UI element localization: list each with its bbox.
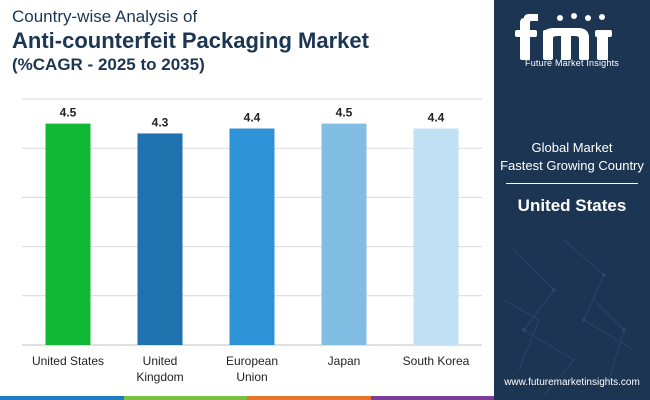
- data-label: 4.5: [60, 106, 77, 120]
- bar: [45, 123, 91, 345]
- data-label: 4.4: [244, 111, 261, 125]
- bar-chart: 4.5 United States 4.3 United Kingdom 4.4 Europ…: [22, 98, 482, 384]
- x-tick-label: European: [226, 354, 278, 368]
- data-label: 4.4: [428, 111, 445, 125]
- website-url: www.futuremarketinsights.com: [504, 377, 640, 388]
- x-tick-label: United States: [32, 354, 104, 368]
- x-tick-label: Union: [236, 370, 267, 384]
- x-tick-label: Kingdom: [136, 370, 183, 384]
- x-tick-label: South Korea: [403, 354, 470, 368]
- panel-decoration: [503, 239, 635, 396]
- strip-segment: [370, 396, 494, 400]
- panel-global-market-label: Global Market: [531, 140, 613, 155]
- bar: [413, 128, 459, 345]
- chart-subtitle: Country-wise Analysis of: [12, 7, 198, 26]
- x-tick-label: Japan: [328, 354, 361, 368]
- chart-header: Country-wise Analysis of Anti-counterfei…: [12, 6, 482, 76]
- cagr-period-label: (%CAGR - 2025 to 2035): [12, 55, 205, 74]
- side-panel: Future Market Insights Global Market Fas…: [494, 0, 650, 400]
- bar: [137, 133, 183, 345]
- strip-segment: [247, 396, 371, 400]
- bottom-color-strip: [0, 396, 494, 400]
- x-tick-label: United: [143, 354, 178, 368]
- bar: [229, 128, 275, 345]
- fastest-growing-country: United States: [517, 196, 627, 215]
- chart-title: Anti-counterfeit Packaging Market: [12, 28, 369, 53]
- panel-fastest-growing-label: Fastest Growing Country: [500, 158, 644, 173]
- fmi-logo: [515, 13, 612, 60]
- panel-divider: [506, 183, 638, 184]
- data-label: 4.3: [152, 115, 169, 129]
- data-label: 4.5: [336, 106, 353, 120]
- brand-name: Future Market Insights: [525, 58, 619, 68]
- bar: [321, 123, 367, 345]
- strip-segment: [123, 396, 247, 400]
- strip-segment: [0, 396, 124, 400]
